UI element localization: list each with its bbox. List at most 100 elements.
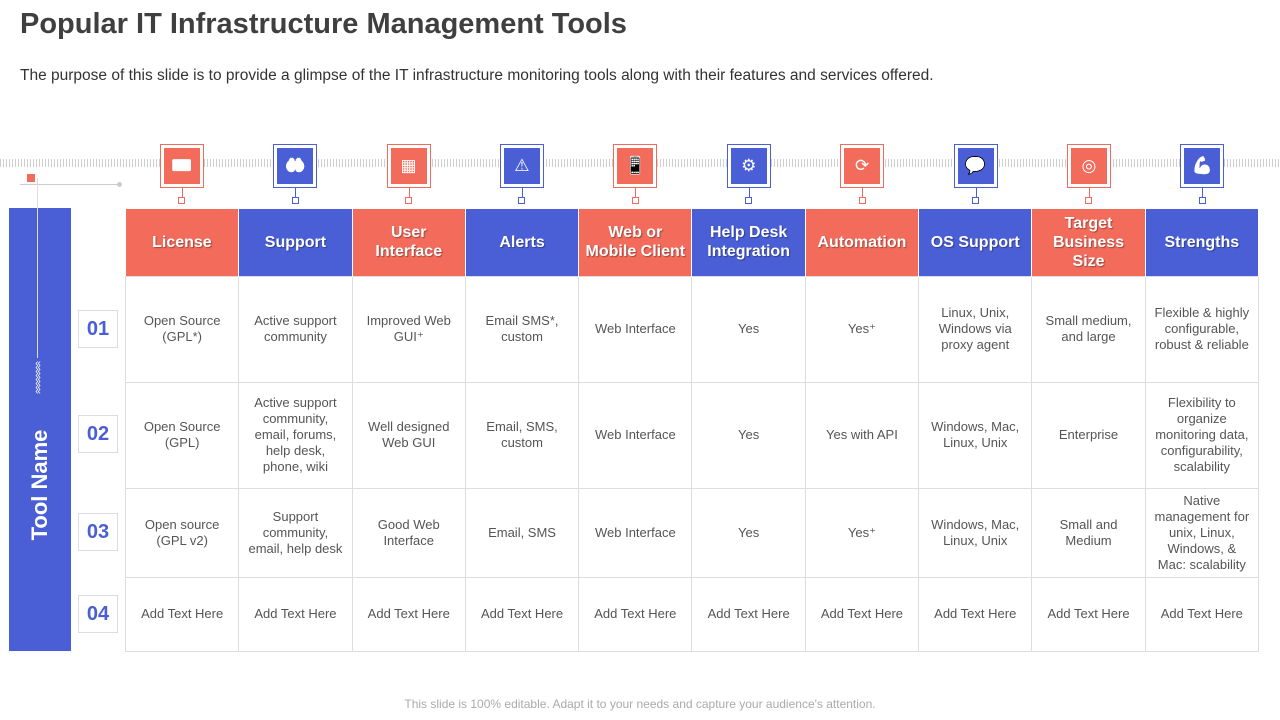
row-number: 01 bbox=[78, 310, 118, 348]
row-number: 02 bbox=[78, 415, 118, 453]
table-cell: Add Text Here bbox=[1144, 576, 1260, 652]
table-row: Open Source (GPL*) Active support communi… bbox=[124, 275, 1260, 383]
page-subtitle: The purpose of this slide is to provide … bbox=[20, 67, 934, 84]
icon-anchor bbox=[1085, 197, 1093, 204]
mobile-chat-icon: 📱 bbox=[617, 148, 654, 184]
icon-stem bbox=[408, 188, 410, 197]
table-cell: Open source (GPL v2) bbox=[124, 487, 240, 578]
table-cell: Small medium, and large bbox=[1031, 275, 1146, 383]
icon-anchor bbox=[745, 197, 753, 204]
target-mail-icon: ◎ bbox=[1070, 148, 1107, 184]
chat-users-icon: 💬 bbox=[957, 148, 994, 184]
column-header: Support bbox=[238, 209, 353, 276]
table-cell: Add Text Here bbox=[691, 576, 806, 652]
tools-table: License Support User Interface Alerts Web or… bbox=[124, 209, 1260, 652]
icon-stem bbox=[521, 188, 523, 197]
warning-icon: ⚠ bbox=[503, 148, 540, 184]
hands-support-icon: 🤲 bbox=[277, 148, 314, 184]
table-row: Open Source (GPL) Active support communit… bbox=[124, 381, 1260, 489]
table-cell: Web Interface bbox=[578, 275, 693, 383]
column-header: License bbox=[125, 209, 240, 276]
icon-stem bbox=[1202, 188, 1204, 197]
table-cell: Native management for unix, Linux, Windo… bbox=[1144, 487, 1260, 578]
row-number: 03 bbox=[78, 513, 118, 551]
table-cell: Web Interface bbox=[578, 381, 693, 489]
column-header: User Interface bbox=[352, 209, 466, 276]
table-cell: Yes with API bbox=[804, 381, 920, 489]
gear-arrow-icon: ⚙ bbox=[730, 148, 767, 184]
icon-anchor bbox=[178, 197, 186, 204]
chevrons-down-icon: «««««««« bbox=[35, 358, 41, 397]
icon-anchor bbox=[858, 197, 866, 204]
table-cell: Email, SMS, custom bbox=[464, 381, 580, 489]
icon-stem bbox=[862, 188, 864, 197]
table-cell: Add Text Here bbox=[918, 576, 1033, 652]
table-row: Add Text Here Add Text Here Add Text Here A… bbox=[124, 576, 1260, 652]
icon-stem bbox=[748, 188, 750, 197]
gear-cycle-icon-box: ⟳ bbox=[840, 144, 885, 188]
table-cell: Windows, Mac, Linux, Unix bbox=[918, 487, 1033, 578]
table-cell: Linux, Unix, Windows via proxy agent bbox=[918, 275, 1033, 383]
gear-arrow-icon-box: ⚙ bbox=[726, 144, 771, 188]
hands-support-icon-box: 🤲 bbox=[273, 144, 318, 188]
windows-interface-icon-box: ▦ bbox=[386, 144, 431, 188]
table-cell: Add Text Here bbox=[124, 576, 240, 652]
windows-interface-icon: ▦ bbox=[390, 148, 427, 184]
footer-note: This slide is 100% editable. Adapt it to… bbox=[404, 697, 876, 711]
table-cell: Add Text Here bbox=[238, 576, 353, 652]
tool-name-bar bbox=[9, 208, 71, 651]
table-cell: Improved Web GUI⁺ bbox=[351, 275, 466, 383]
chat-users-icon-box: 💬 bbox=[953, 144, 998, 188]
table-cell: Active support community, email, forums,… bbox=[238, 381, 353, 489]
table-cell: Open Source (GPL) bbox=[124, 381, 240, 489]
table-cell: Email, SMS bbox=[464, 487, 580, 578]
table-cell: Flexible & highly configurable, robust &… bbox=[1144, 275, 1260, 383]
column-header: OS Support bbox=[918, 209, 1033, 276]
table-cell: Add Text Here bbox=[804, 576, 920, 652]
connector-line bbox=[20, 182, 122, 187]
icon-stem bbox=[1088, 188, 1090, 197]
column-header: Help Desk Integration bbox=[691, 209, 806, 276]
icon-anchor bbox=[291, 197, 299, 204]
table-cell: Add Text Here bbox=[1031, 576, 1146, 652]
icon-anchor bbox=[1198, 197, 1206, 204]
icon-anchor bbox=[405, 197, 412, 204]
table-cell: Email SMS*, custom bbox=[464, 275, 580, 383]
table-cell: Yes bbox=[691, 381, 806, 489]
target-mail-icon-box: ◎ bbox=[1066, 144, 1111, 188]
table-cell: Yes bbox=[691, 487, 806, 578]
icon-stem bbox=[975, 188, 977, 197]
accent-marker bbox=[27, 174, 35, 182]
table-cell: Small and Medium bbox=[1031, 487, 1146, 578]
muscle-arm-icon-box: 💪 bbox=[1180, 144, 1225, 188]
warning-icon-box: ⚠ bbox=[499, 144, 544, 188]
table-cell: Flexibility to organize monitoring data,… bbox=[1144, 381, 1260, 489]
icon-anchor bbox=[972, 197, 979, 204]
icon-stem bbox=[635, 188, 637, 197]
column-header: Web or Mobile Client bbox=[578, 209, 693, 276]
table-cell: Active support community bbox=[238, 275, 353, 383]
icon-anchor bbox=[518, 197, 526, 204]
header-row: License Support User Interface Alerts Web or… bbox=[125, 209, 1260, 276]
table-cell: Good Web Interface bbox=[351, 487, 466, 578]
table-cell: Web Interface bbox=[578, 487, 693, 578]
table-cell: Yes bbox=[691, 275, 806, 383]
icon-anchor bbox=[631, 197, 639, 204]
gear-cycle-icon: ⟳ bbox=[844, 148, 881, 184]
row-number: 04 bbox=[78, 595, 118, 633]
vertical-line bbox=[37, 178, 38, 358]
column-header: Automation bbox=[805, 209, 920, 276]
table-cell: Windows, Mac, Linux, Unix bbox=[918, 381, 1033, 489]
icon-stem bbox=[295, 188, 297, 197]
column-header: Alerts bbox=[465, 209, 580, 276]
mobile-chat-icon-box: 📱 bbox=[613, 144, 658, 188]
id-badge-icon: 🪪 bbox=[163, 148, 200, 184]
table-cell: Enterprise bbox=[1031, 381, 1146, 489]
column-header: Target Business Size bbox=[1031, 209, 1146, 276]
column-header: Strengths bbox=[1145, 209, 1260, 276]
table-row: Open source (GPL v2) Support community, e… bbox=[124, 487, 1260, 578]
table-cell: Support community, email, help desk bbox=[238, 487, 353, 578]
icon-stem bbox=[181, 188, 183, 197]
table-cell: Well designed Web GUI bbox=[351, 381, 466, 489]
table-cell: Open Source (GPL*) bbox=[124, 275, 240, 383]
